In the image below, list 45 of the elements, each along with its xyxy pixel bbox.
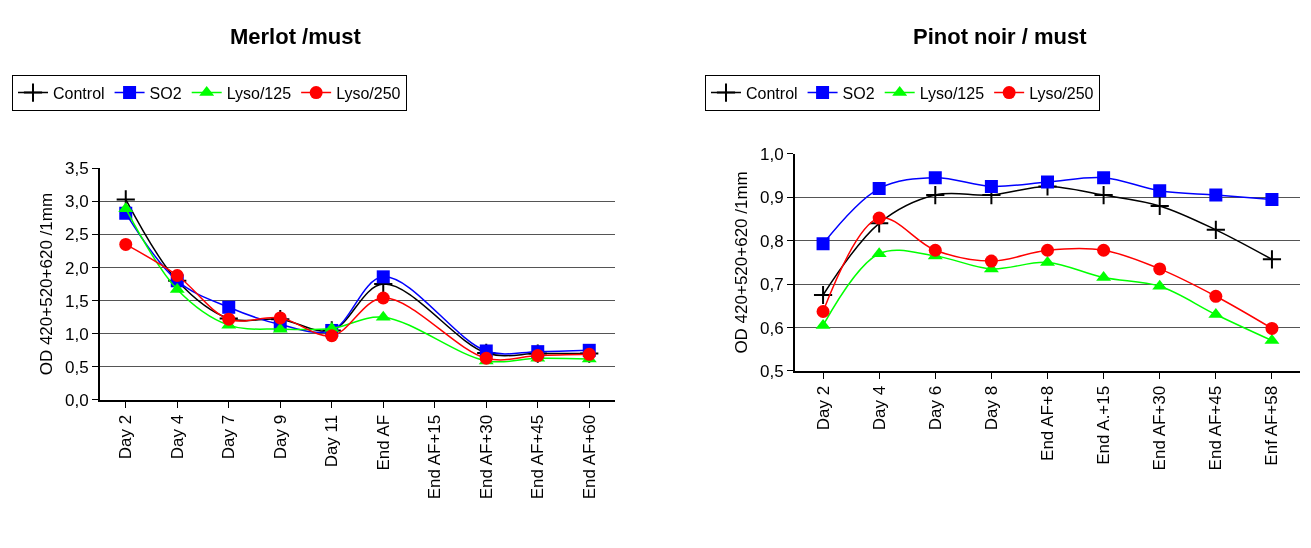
x-tick-label: End AF+8 [1038, 385, 1058, 461]
y-tick-label: 0,5 [64, 357, 89, 377]
y-tick-label: 0,9 [759, 188, 784, 208]
x-tick-label: End AF+45 [528, 414, 548, 500]
x-tick-label: Day 4 [869, 385, 889, 431]
y-tick-label: 0,0 [64, 390, 89, 410]
y-tick-label: 2,0 [64, 258, 89, 278]
x-tick-label: Enf AF+58 [1262, 385, 1282, 466]
legend-label: Control [746, 84, 798, 102]
legend-label: Lyso/250 [336, 84, 401, 102]
y-axis-title: OD 420+520+620 /1mm [37, 192, 57, 376]
x-tick-label: Day 9 [270, 414, 290, 460]
x-tick-label: End AF+30 [476, 414, 496, 500]
y-tick-label: 0,6 [759, 318, 784, 338]
x-tick-label: Day 8 [981, 385, 1001, 431]
legend-label: Lyso/125 [226, 84, 292, 102]
y-tick-label: 0,5 [759, 361, 784, 381]
legend-label: Lyso/125 [919, 84, 985, 102]
x-tick-label: End A.+15 [1094, 385, 1114, 465]
x-tick-label: Day 11 [322, 414, 342, 468]
x-tick-label: End AF+15 [425, 414, 445, 500]
x-tick-label: End AF+45 [1206, 385, 1226, 471]
legend-label: Lyso/250 [1029, 84, 1094, 102]
x-tick-label: End AF+30 [1150, 385, 1170, 471]
y-tick-label: 3,5 [64, 159, 89, 179]
x-tick-label: Day 4 [167, 414, 187, 460]
y-tick-label: 0,7 [759, 275, 784, 295]
legend-label: Control [53, 84, 105, 102]
legend-label: SO2 [149, 84, 182, 102]
chart-title: Merlot /must [230, 24, 362, 49]
legend-label: SO2 [842, 84, 875, 102]
y-tick-label: 1,0 [64, 324, 89, 344]
x-tick-label: Day 2 [116, 414, 136, 460]
chart-title: Pinot noir / must [913, 24, 1088, 49]
x-tick-label: Day 2 [813, 385, 833, 431]
y-axis-title: OD 420+520+620 /1mm [732, 171, 752, 354]
y-tick-label: 0,8 [759, 231, 784, 251]
y-tick-label: 2,5 [64, 225, 89, 245]
y-tick-label: 1,5 [64, 291, 89, 311]
x-tick-label: End AF [373, 414, 393, 471]
x-tick-label: End AF+60 [579, 414, 599, 500]
x-tick-label: Day 7 [219, 414, 239, 460]
x-tick-label: Day 6 [925, 385, 945, 431]
y-tick-label: 3,0 [64, 192, 89, 212]
y-tick-label: 1,0 [759, 144, 784, 164]
